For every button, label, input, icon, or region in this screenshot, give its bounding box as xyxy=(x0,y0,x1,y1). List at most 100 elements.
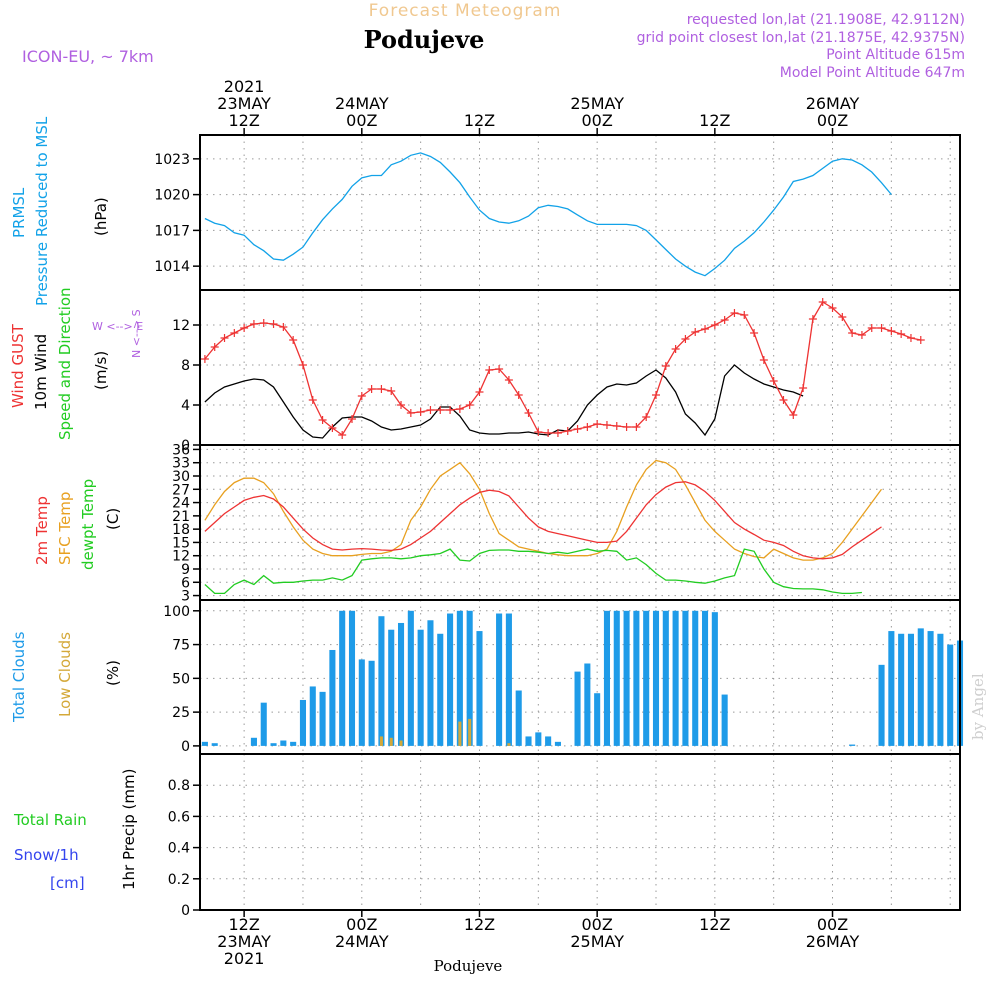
y-tick-label: 27 xyxy=(172,482,190,498)
low-clouds-label: Low Clouds xyxy=(56,632,74,717)
wind-gust-point xyxy=(367,385,376,393)
total-clouds-bar xyxy=(201,741,208,746)
bottom-axis-label: 24MAY xyxy=(335,932,389,951)
watermark: by Angel xyxy=(969,673,987,740)
wind-gust-point xyxy=(210,343,219,351)
wind-gust-point xyxy=(848,329,857,337)
wind-10m-series-line xyxy=(204,364,804,439)
wind-unit: (m/s) xyxy=(92,351,110,390)
wind-gust-point xyxy=(661,362,670,370)
wind-gust-point xyxy=(357,392,366,400)
dewpoint-label: dewpt Temp xyxy=(79,479,97,570)
pressure-label: Pressure Reduced to MSL xyxy=(33,116,51,306)
y-tick-label: 36 xyxy=(172,442,190,458)
wind-gust-point xyxy=(710,321,719,329)
wind-gust-point xyxy=(279,323,288,331)
wind-gust-point xyxy=(642,413,651,421)
pressure-panel: 1014 1017 1020 1023 xyxy=(154,152,892,277)
wind-gust-point xyxy=(612,422,621,430)
y-tick-label: 21 xyxy=(172,509,190,525)
low-clouds-bar xyxy=(399,740,403,746)
prmsl-label: PRMSL xyxy=(10,187,28,238)
top-axis-label: 23MAY xyxy=(217,94,271,113)
wind-gust-point xyxy=(504,376,513,384)
bottom-axis-label: 12Z xyxy=(699,915,730,934)
location-title: Podujeve xyxy=(364,25,485,54)
wind-panel: 0 4 8 12 xyxy=(172,298,925,454)
total-clouds-bar xyxy=(427,620,434,746)
wind-gust-point xyxy=(524,409,533,417)
sfc-temp-label: SFC Temp xyxy=(56,492,74,565)
wind-gust-point xyxy=(495,365,504,373)
total-clouds-bar xyxy=(260,702,267,746)
low-clouds-bar xyxy=(389,737,393,746)
total-clouds-bar xyxy=(711,612,718,746)
top-axis-label: 00Z xyxy=(346,111,377,130)
wind-gust-point xyxy=(436,406,445,414)
total-clouds-bar xyxy=(319,691,326,746)
pressure-series-line xyxy=(204,152,892,277)
wind-gust-point xyxy=(338,431,347,439)
total-clouds-bar xyxy=(907,633,915,746)
total-clouds-bar xyxy=(701,610,709,746)
wind-gust-point xyxy=(289,336,298,344)
total-clouds-bar xyxy=(613,610,620,746)
total-clouds-bar xyxy=(348,610,356,746)
total-clouds-bar xyxy=(407,610,414,746)
wind-gust-point xyxy=(269,320,278,328)
wind-gust-point xyxy=(887,327,896,335)
point-altitude: Point Altitude 615m xyxy=(826,47,965,63)
wind-gust-point xyxy=(583,423,592,431)
total-clouds-bar xyxy=(672,610,679,746)
wind-gust-point xyxy=(652,391,660,399)
y-tick-label: 8 xyxy=(181,358,190,374)
low-clouds-bar xyxy=(379,736,383,746)
precipitation-panel: 0 0.2 0.4 0.6 0.8 xyxy=(168,778,200,919)
top-axis-label: 12Z xyxy=(699,111,730,130)
total-clouds-bar xyxy=(692,610,699,746)
total-clouds-bar xyxy=(937,633,944,746)
total-clouds-bar xyxy=(417,629,424,746)
wind-gust-point xyxy=(259,319,268,327)
wind-gust-point xyxy=(544,429,553,437)
y-tick-label: 6 xyxy=(181,575,190,591)
wind-gust-point xyxy=(426,406,435,414)
low-clouds-bar xyxy=(458,721,462,746)
y-tick-label: 33 xyxy=(172,456,190,472)
total-clouds-bar xyxy=(878,664,885,746)
wind-gust-point xyxy=(701,325,710,333)
y-tick-label: 100 xyxy=(163,604,190,620)
top-axis-label: 00Z xyxy=(817,111,848,130)
total-clouds-bar xyxy=(898,633,905,746)
total-clouds-bar xyxy=(368,660,375,746)
y-tick-label: 1023 xyxy=(154,152,190,168)
total-clouds-bar xyxy=(299,699,307,746)
grid-lines xyxy=(200,135,960,911)
wind-gust-point xyxy=(328,424,337,432)
top-axis-label: 12Z xyxy=(228,111,259,130)
gridpoint-coords: grid point closest lon,lat (21.1875E, 42… xyxy=(637,30,965,46)
wind-gust-point xyxy=(691,328,700,336)
y-tick-label: 0 xyxy=(181,739,190,755)
top-axis-label: 25MAY xyxy=(570,94,624,113)
cloud-labels: Total Clouds Low Clouds (%) xyxy=(10,631,122,723)
total-clouds-bar xyxy=(466,610,473,746)
y-tick-label: 12 xyxy=(172,318,190,334)
precip-frame xyxy=(199,753,961,911)
wind-gust-point xyxy=(789,411,798,419)
sfc-temp-series-line xyxy=(204,459,883,561)
y-tick-label: 18 xyxy=(172,522,190,538)
bottom-axis-label: 12Z xyxy=(228,915,259,934)
y-tick-label: 1014 xyxy=(154,259,190,275)
bottom-axis-label: 00Z xyxy=(581,915,612,934)
total-clouds-bar xyxy=(662,610,669,746)
y-tick-label: 0.8 xyxy=(168,778,190,794)
wind-gust-point xyxy=(377,385,386,393)
wind-gust-point xyxy=(632,423,641,431)
wind-gust-point xyxy=(308,396,317,404)
bottom-axis-label: 26MAY xyxy=(806,932,860,951)
total-clouds-bar xyxy=(270,743,277,746)
model-point-altitude: Model Point Altitude 647m xyxy=(780,65,965,81)
